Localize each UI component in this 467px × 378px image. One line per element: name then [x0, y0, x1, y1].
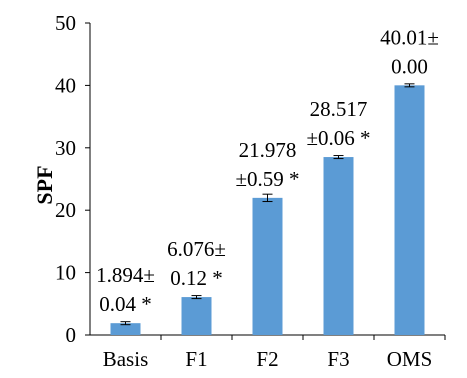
x-tick-label: F1 — [185, 347, 207, 371]
data-label: 0.00 — [391, 54, 428, 78]
data-label: 0.04 * — [99, 292, 152, 316]
y-tick-label: 20 — [55, 198, 76, 222]
x-tick-label: Basis — [103, 347, 149, 371]
data-label: 0.12 * — [170, 266, 223, 290]
data-label: 21.978 — [239, 138, 297, 162]
data-label: 40.01± — [380, 25, 439, 49]
error-bars — [120, 83, 415, 326]
y-axis-title: SPF — [32, 165, 57, 204]
data-label: ±0.59 * — [235, 167, 299, 191]
data-label: ±0.06 * — [306, 126, 370, 150]
y-tick-label: 10 — [55, 261, 76, 285]
bar — [323, 157, 354, 335]
data-label: 28.517 — [310, 97, 368, 121]
data-label: 6.076± — [167, 237, 226, 261]
bar — [394, 85, 425, 335]
bar — [252, 197, 283, 335]
y-tick-label: 30 — [55, 136, 76, 160]
bars — [110, 85, 425, 335]
x-tick-label: F2 — [256, 347, 278, 371]
data-labels: 1.894± 0.04 * 6.076± 0.12 * 21.978 ±0.59 * 28.… — [96, 25, 439, 316]
data-label: 1.894± — [96, 263, 155, 287]
y-tick-label: 50 — [55, 11, 76, 35]
bar — [110, 323, 141, 335]
y-tick-labels: 0 10 20 30 40 50 — [55, 11, 76, 347]
x-tick-label: F3 — [327, 347, 349, 371]
x-tick-labels: Basis F1 F2 F3 OMS — [103, 347, 433, 371]
y-tick-label: 0 — [66, 323, 77, 347]
bar — [181, 297, 212, 335]
y-tick-label: 40 — [55, 73, 76, 97]
x-tick-label: OMS — [387, 347, 433, 371]
